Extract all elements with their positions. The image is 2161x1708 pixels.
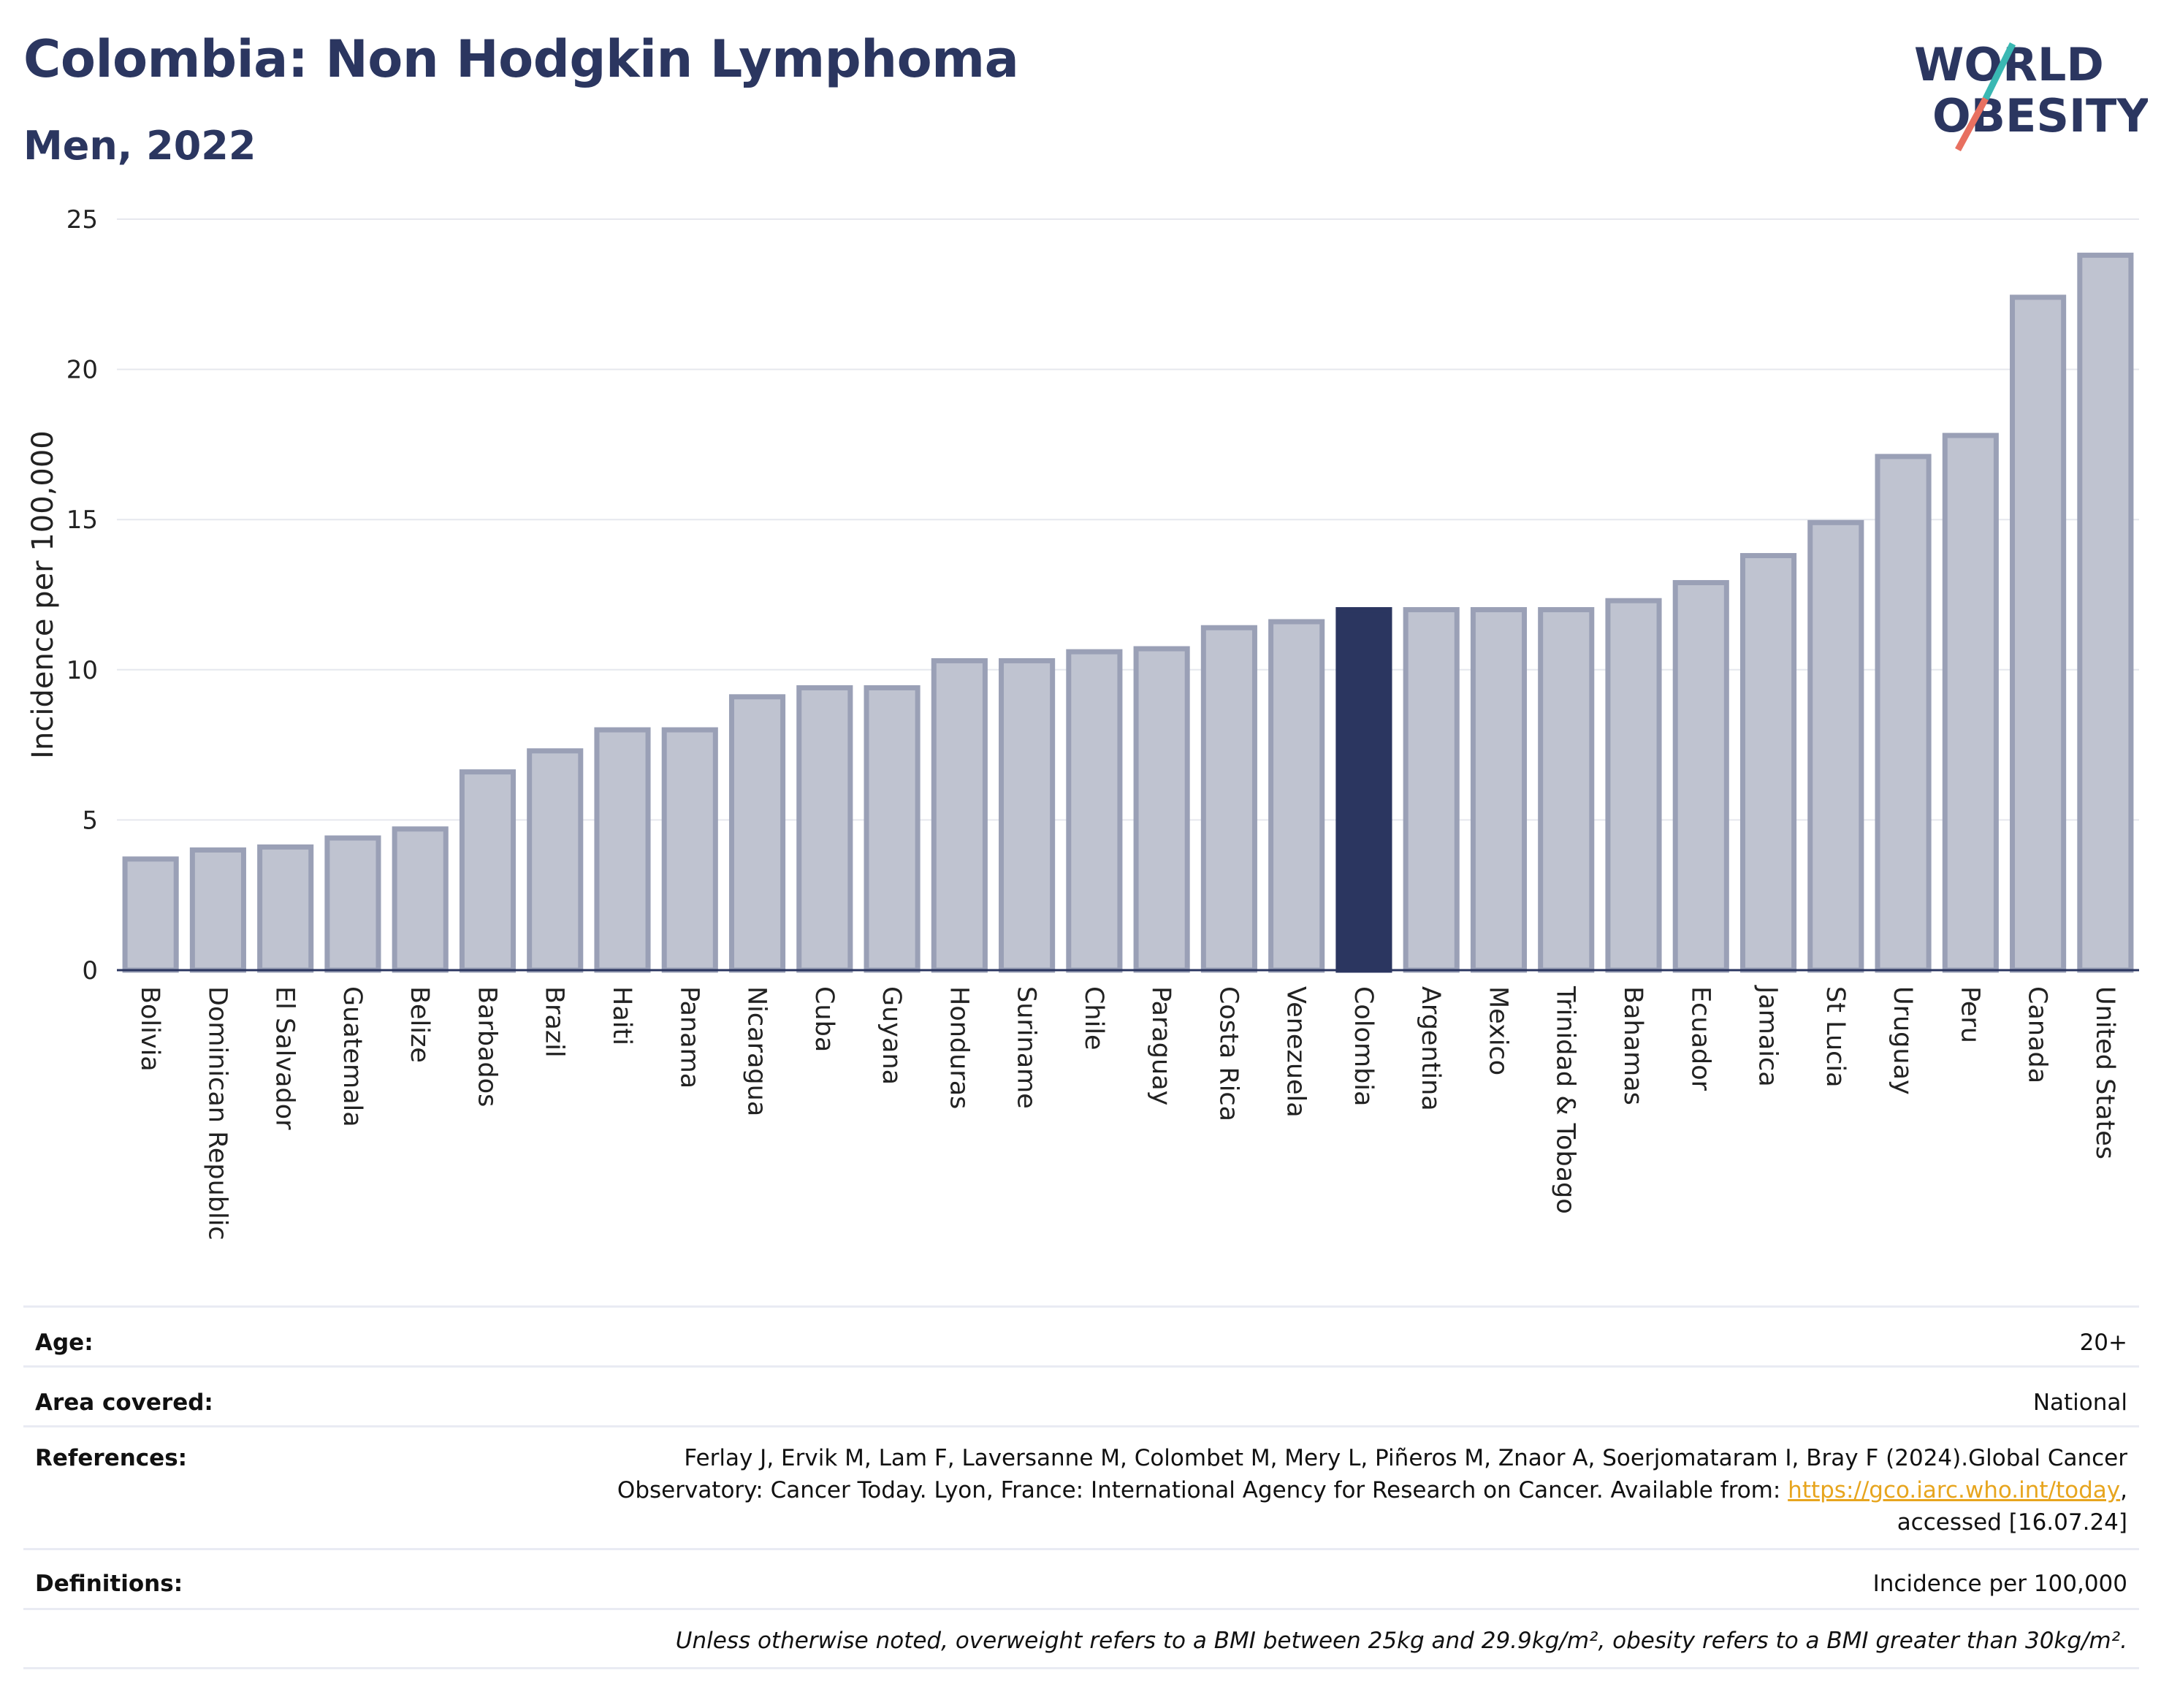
x-tick-label: El Salvador [270, 986, 300, 1130]
x-tick-label: Jamaica [1753, 985, 1783, 1087]
bar-mexico [1470, 607, 1528, 973]
bmi-note: Unless otherwise noted, overweight refer… [675, 1628, 2127, 1654]
bar-costa-rica [1200, 625, 1257, 973]
y-tick-label: 15 [66, 506, 98, 535]
bar-argentina [1403, 607, 1460, 973]
bar-uruguay [1875, 454, 1932, 973]
chart-title: Colombia: Non Hodgkin Lymphoma [23, 29, 1019, 89]
x-tick-label: Venezuela [1281, 986, 1311, 1118]
x-tick-label: Bahamas [1618, 986, 1647, 1105]
info-row-area: Area covered: National [23, 1365, 2139, 1425]
bar-nicaragua [728, 694, 786, 973]
x-tick-label: Nicaragua [742, 986, 771, 1116]
bar-panama [661, 727, 718, 973]
bar-haiti [594, 727, 651, 973]
y-tick-label: 10 [66, 656, 98, 685]
x-tick-label: Colombia [1349, 986, 1378, 1106]
x-tick-label: Trinidad & Tobago [1551, 985, 1580, 1214]
definitions-label: Definitions: [35, 1571, 183, 1597]
bar-guyana [864, 685, 921, 973]
info-row-note: Unless otherwise noted, overweight refer… [23, 1608, 2139, 1669]
y-tick-label: 20 [66, 356, 98, 385]
x-tick-label: Panama [674, 986, 704, 1089]
bar-cuba [796, 685, 853, 973]
age-value: 20+ [2079, 1330, 2127, 1356]
references-accessed: , accessed [16.07.24] [1897, 1477, 2127, 1536]
world-obesity-logo: WORLD OBESITY [1914, 38, 2148, 152]
bar-st-lucia [1807, 519, 1864, 973]
bar-belize [392, 826, 449, 973]
x-tick-label: Belize [405, 986, 434, 1063]
x-tick-label: Dominican Republic [202, 986, 232, 1240]
area-value: National [2032, 1389, 2127, 1416]
bar-canada [2010, 294, 2067, 973]
x-tick-label: Bolivia [135, 986, 164, 1072]
bar-suriname [999, 657, 1056, 973]
bar-united-states [2077, 252, 2134, 973]
x-tick-label: Cuba [809, 986, 839, 1052]
x-tick-label: Canada [2023, 986, 2052, 1083]
bar-venezuela [1268, 619, 1325, 973]
x-tick-label: St Lucia [1821, 986, 1850, 1088]
x-tick-label: Costa Rica [1213, 986, 1243, 1121]
info-row-age: Age: 20+ [23, 1305, 2139, 1365]
references-value: Ferlay J, Ervik M, Lam F, Laversanne M, … [557, 1442, 2139, 1548]
x-tick-label: Barbados [472, 986, 501, 1107]
bar-brazil [527, 748, 584, 973]
references-text: Ferlay J, Ervik M, Lam F, Laversanne M, … [617, 1445, 2127, 1503]
age-label: Age: [35, 1330, 94, 1356]
chart-subtitle: Men, 2022 [23, 123, 256, 169]
x-tick-label: Paraguay [1146, 986, 1175, 1105]
x-tick-label: Brazil [540, 986, 569, 1058]
bar-colombia [1335, 607, 1392, 973]
bar-jamaica [1739, 553, 1797, 973]
logo-slash-top [1982, 42, 2016, 100]
x-tick-label: Uruguay [1888, 986, 1917, 1095]
references-link[interactable]: https://gco.iarc.who.int/today [1788, 1477, 2121, 1503]
info-table: Age: 20+ Area covered: National Referenc… [23, 1305, 2139, 1669]
x-tick-label: Chile [1079, 986, 1108, 1051]
bar-ecuador [1672, 580, 1729, 973]
bar-bolivia [122, 856, 179, 973]
bar-el-salvador [257, 844, 314, 973]
bar-barbados [459, 769, 517, 973]
bar-chile [1066, 649, 1123, 973]
y-tick-label: 25 [66, 205, 98, 235]
bar-dominican-republic [189, 847, 246, 973]
bar-trinidad-tobago [1538, 607, 1595, 973]
x-tick-label: Guatemala [338, 986, 367, 1127]
bar-chart: 0 5 10 15 20 25 Incidence per 100,000 Bolivia Do… [26, 205, 2139, 1240]
x-tick-label: United States [2090, 986, 2119, 1159]
bar-bahamas [1605, 598, 1662, 973]
bar-guatemala [324, 835, 381, 973]
area-label: Area covered: [35, 1389, 213, 1416]
logo-slash-bottom [1955, 96, 1989, 152]
x-tick-label: Suriname [1012, 986, 1041, 1109]
references-label: References: [35, 1445, 188, 1471]
x-tick-label: Guyana [877, 986, 906, 1085]
x-tick-label: Peru [1955, 986, 1984, 1043]
x-tick-label: Honduras [944, 986, 973, 1109]
x-tick-label: Haiti [607, 986, 636, 1045]
x-tick-label: Ecuador [1685, 986, 1715, 1091]
info-row-references: References: Ferlay J, Ervik M, Lam F, La… [23, 1425, 2139, 1548]
bar-peru [1942, 432, 1999, 973]
y-tick-label: 0 [82, 956, 98, 985]
bar-honduras [931, 657, 988, 973]
info-row-definitions: Definitions: Incidence per 100,000 [23, 1548, 2139, 1608]
x-tick-label: Mexico [1483, 986, 1512, 1075]
y-tick-label: 5 [82, 806, 98, 835]
y-axis-title: Incidence per 100,000 [26, 430, 60, 759]
definitions-value: Incidence per 100,000 [1872, 1571, 2127, 1597]
x-tick-label: Argentina [1416, 986, 1445, 1111]
bar-paraguay [1133, 646, 1190, 973]
